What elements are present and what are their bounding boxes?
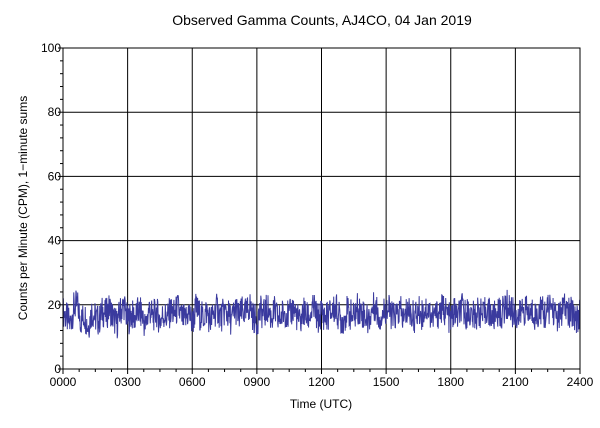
y-tick-label: 0 <box>54 362 61 376</box>
x-tick-label: 0300 <box>114 375 141 389</box>
y-axis-label: Counts per Minute (CPM), 1−minute sums <box>16 96 30 320</box>
y-tick-label: 80 <box>48 105 62 119</box>
x-tick-label: 0900 <box>244 375 271 389</box>
x-axis: 0000 0300 0600 0900 1200 1500 1800 2100 2400 <box>50 369 594 389</box>
x-tick-label: 2100 <box>502 375 529 389</box>
x-tick-label: 1800 <box>437 375 464 389</box>
series-line <box>62 289 581 339</box>
x-tick-label: 2400 <box>567 375 594 389</box>
series-layer <box>62 289 581 339</box>
y-tick-label: 60 <box>48 169 62 183</box>
chart-title: Observed Gamma Counts, AJ4CO, 04 Jan 201… <box>172 12 472 28</box>
x-axis-label: Time (UTC) <box>290 397 352 411</box>
grid-lines <box>63 48 580 369</box>
x-tick-label: 0000 <box>50 375 77 389</box>
y-axis: 0 20 40 60 80 100 <box>41 41 63 376</box>
y-tick-label: 100 <box>41 41 61 55</box>
x-tick-label: 1500 <box>373 375 400 389</box>
y-tick-label: 40 <box>48 234 62 248</box>
x-tick-label: 1200 <box>308 375 335 389</box>
y-tick-label: 20 <box>48 298 62 312</box>
x-tick-label: 0600 <box>179 375 206 389</box>
